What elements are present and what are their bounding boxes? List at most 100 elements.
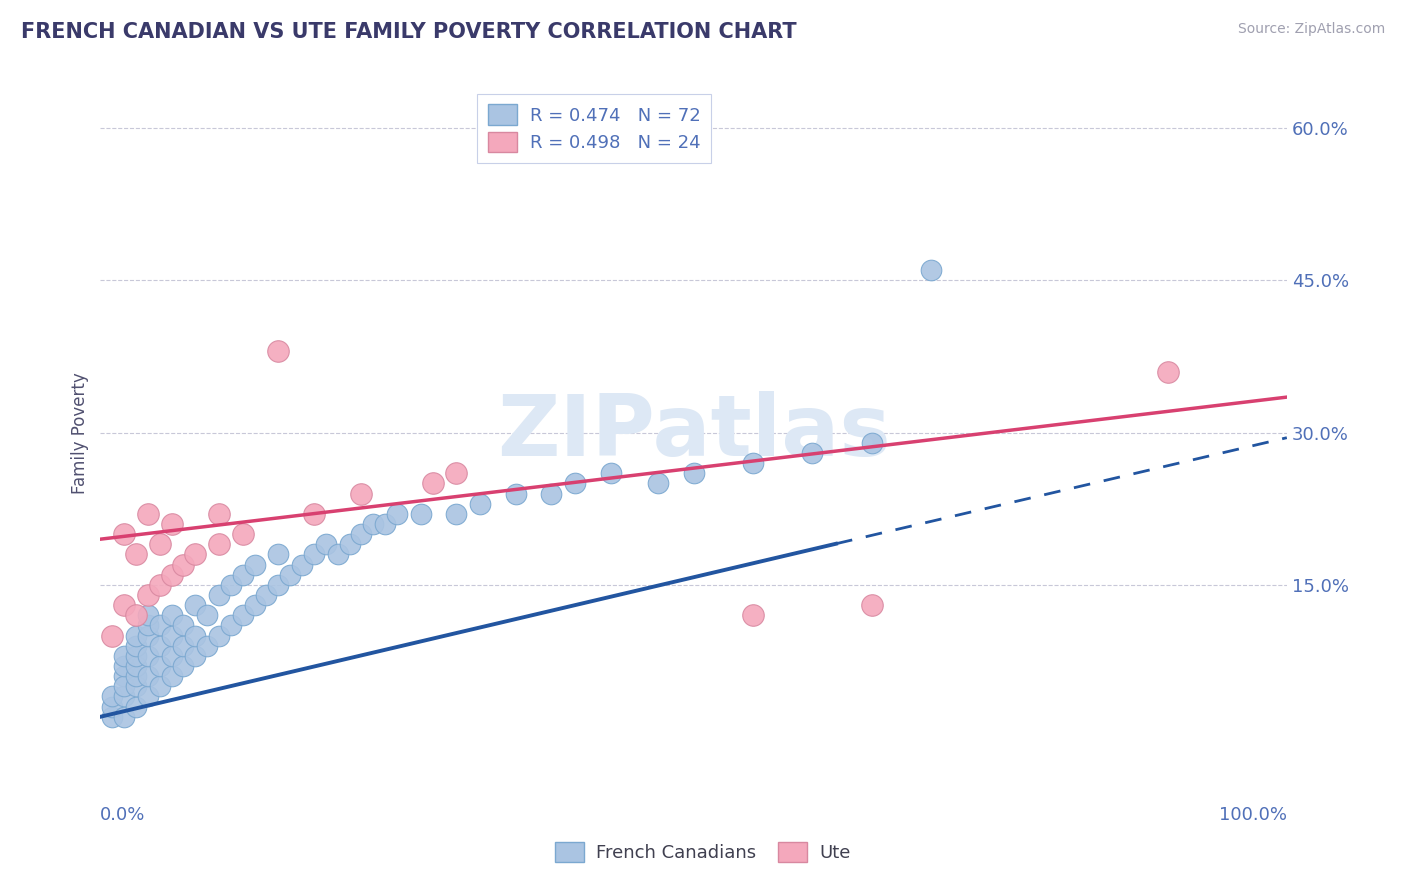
Point (647, 476, 669, 491)
Point (112, 527, 135, 541)
Point (219, 578, 242, 592)
Point (195, 608, 218, 623)
Point (599, 467, 621, 481)
Point (125, 639, 148, 653)
Text: Source: ZipAtlas.com: Source: ZipAtlas.com (1237, 22, 1385, 37)
Point (860, 435, 883, 450)
Point (267, 578, 290, 592)
Point (278, 567, 301, 582)
Point (172, 639, 194, 653)
Point (1157, 365, 1180, 379)
Point (112, 710, 135, 724)
Point (243, 598, 266, 612)
Point (184, 548, 207, 562)
Point (742, 456, 765, 470)
Point (172, 659, 194, 673)
Point (136, 608, 159, 623)
Y-axis label: Family Poverty: Family Poverty (72, 372, 89, 493)
Point (149, 639, 172, 653)
Point (149, 679, 172, 693)
Text: FRENCH CANADIAN VS UTE FAMILY POVERTY CORRELATION CHART: FRENCH CANADIAN VS UTE FAMILY POVERTY CO… (21, 22, 797, 42)
Point (208, 537, 231, 551)
Text: 0.0%: 0.0% (100, 806, 146, 824)
Point (136, 629, 159, 643)
Point (422, 476, 444, 491)
Point (446, 467, 468, 481)
Point (136, 618, 159, 632)
Point (232, 608, 254, 623)
Point (326, 548, 349, 562)
Point (160, 629, 183, 643)
Point (208, 507, 231, 521)
Point (409, 507, 432, 521)
Point (374, 516, 396, 531)
Point (350, 486, 373, 500)
Point (112, 690, 135, 704)
Legend: R = 0.474   N = 72, R = 0.498   N = 24: R = 0.474 N = 72, R = 0.498 N = 24 (477, 94, 711, 163)
Point (184, 629, 207, 643)
Point (149, 618, 172, 632)
Point (801, 446, 824, 460)
Point (742, 608, 765, 623)
Point (112, 648, 135, 663)
Point (682, 467, 704, 481)
Point (505, 486, 527, 500)
Point (101, 699, 124, 714)
Point (149, 537, 172, 551)
Text: 100.0%: 100.0% (1219, 806, 1286, 824)
Point (125, 608, 148, 623)
Point (101, 690, 124, 704)
Point (160, 608, 183, 623)
Point (219, 618, 242, 632)
Point (125, 679, 148, 693)
Point (195, 639, 218, 653)
Point (125, 548, 148, 562)
Point (232, 567, 254, 582)
Point (208, 588, 231, 602)
Point (361, 516, 384, 531)
Point (302, 548, 325, 562)
Point (267, 344, 290, 359)
Point (125, 669, 148, 683)
Point (302, 507, 325, 521)
Point (920, 263, 942, 277)
Point (125, 648, 148, 663)
Point (136, 690, 159, 704)
Point (184, 598, 207, 612)
Point (564, 476, 586, 491)
Point (256, 588, 278, 602)
Point (125, 629, 148, 643)
Point (149, 659, 172, 673)
Point (112, 679, 135, 693)
Point (468, 497, 491, 511)
Point (315, 537, 337, 551)
Point (160, 648, 183, 663)
Point (112, 659, 135, 673)
Point (125, 699, 148, 714)
Point (232, 527, 254, 541)
Point (339, 537, 361, 551)
Point (860, 598, 883, 612)
Point (350, 527, 373, 541)
Point (385, 507, 408, 521)
Point (136, 588, 159, 602)
Point (243, 558, 266, 572)
Point (149, 578, 172, 592)
Point (136, 507, 159, 521)
Point (136, 648, 159, 663)
Legend: French Canadians, Ute: French Canadians, Ute (548, 834, 858, 870)
Point (267, 548, 290, 562)
Point (160, 567, 183, 582)
Point (101, 710, 124, 724)
Point (208, 629, 231, 643)
Point (172, 618, 194, 632)
Point (184, 648, 207, 663)
Point (540, 486, 562, 500)
Text: ZIPatlas: ZIPatlas (496, 391, 890, 475)
Point (172, 558, 194, 572)
Point (101, 629, 124, 643)
Point (125, 659, 148, 673)
Point (160, 516, 183, 531)
Point (136, 669, 159, 683)
Point (160, 669, 183, 683)
